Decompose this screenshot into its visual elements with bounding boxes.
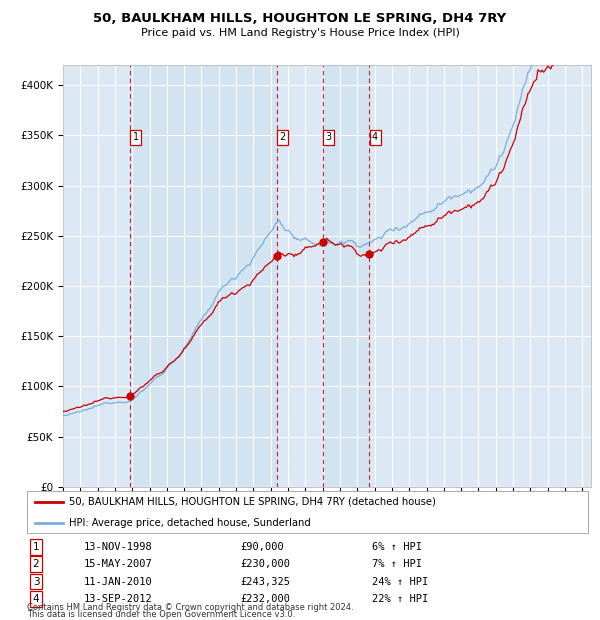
Text: 3: 3	[326, 133, 332, 143]
Text: 24% ↑ HPI: 24% ↑ HPI	[372, 577, 428, 587]
Text: 6% ↑ HPI: 6% ↑ HPI	[372, 542, 422, 552]
Text: 4: 4	[32, 594, 40, 604]
Text: £230,000: £230,000	[240, 559, 290, 569]
Text: £243,325: £243,325	[240, 577, 290, 587]
Text: Price paid vs. HM Land Registry's House Price Index (HPI): Price paid vs. HM Land Registry's House …	[140, 28, 460, 38]
Text: 1: 1	[133, 133, 139, 143]
Text: 7% ↑ HPI: 7% ↑ HPI	[372, 559, 422, 569]
Text: 13-NOV-1998: 13-NOV-1998	[84, 542, 153, 552]
Text: £90,000: £90,000	[240, 542, 284, 552]
Text: £232,000: £232,000	[240, 594, 290, 604]
Text: HPI: Average price, detached house, Sunderland: HPI: Average price, detached house, Sund…	[69, 518, 311, 528]
Bar	[323, 65, 370, 487]
Text: 2: 2	[280, 133, 286, 143]
Text: 15-MAY-2007: 15-MAY-2007	[84, 559, 153, 569]
Text: 13-SEP-2012: 13-SEP-2012	[84, 594, 153, 604]
Text: 4: 4	[372, 133, 378, 143]
Text: 3: 3	[32, 577, 40, 587]
Bar	[130, 65, 277, 487]
Text: 22% ↑ HPI: 22% ↑ HPI	[372, 594, 428, 604]
Text: 11-JAN-2010: 11-JAN-2010	[84, 577, 153, 587]
Text: 2: 2	[32, 559, 40, 569]
Text: 50, BAULKHAM HILLS, HOUGHTON LE SPRING, DH4 7RY (detached house): 50, BAULKHAM HILLS, HOUGHTON LE SPRING, …	[69, 497, 436, 507]
Text: 50, BAULKHAM HILLS, HOUGHTON LE SPRING, DH4 7RY: 50, BAULKHAM HILLS, HOUGHTON LE SPRING, …	[94, 12, 506, 25]
Text: This data is licensed under the Open Government Licence v3.0.: This data is licensed under the Open Gov…	[27, 610, 295, 619]
Text: 1: 1	[32, 542, 40, 552]
Text: Contains HM Land Registry data © Crown copyright and database right 2024.: Contains HM Land Registry data © Crown c…	[27, 603, 353, 612]
